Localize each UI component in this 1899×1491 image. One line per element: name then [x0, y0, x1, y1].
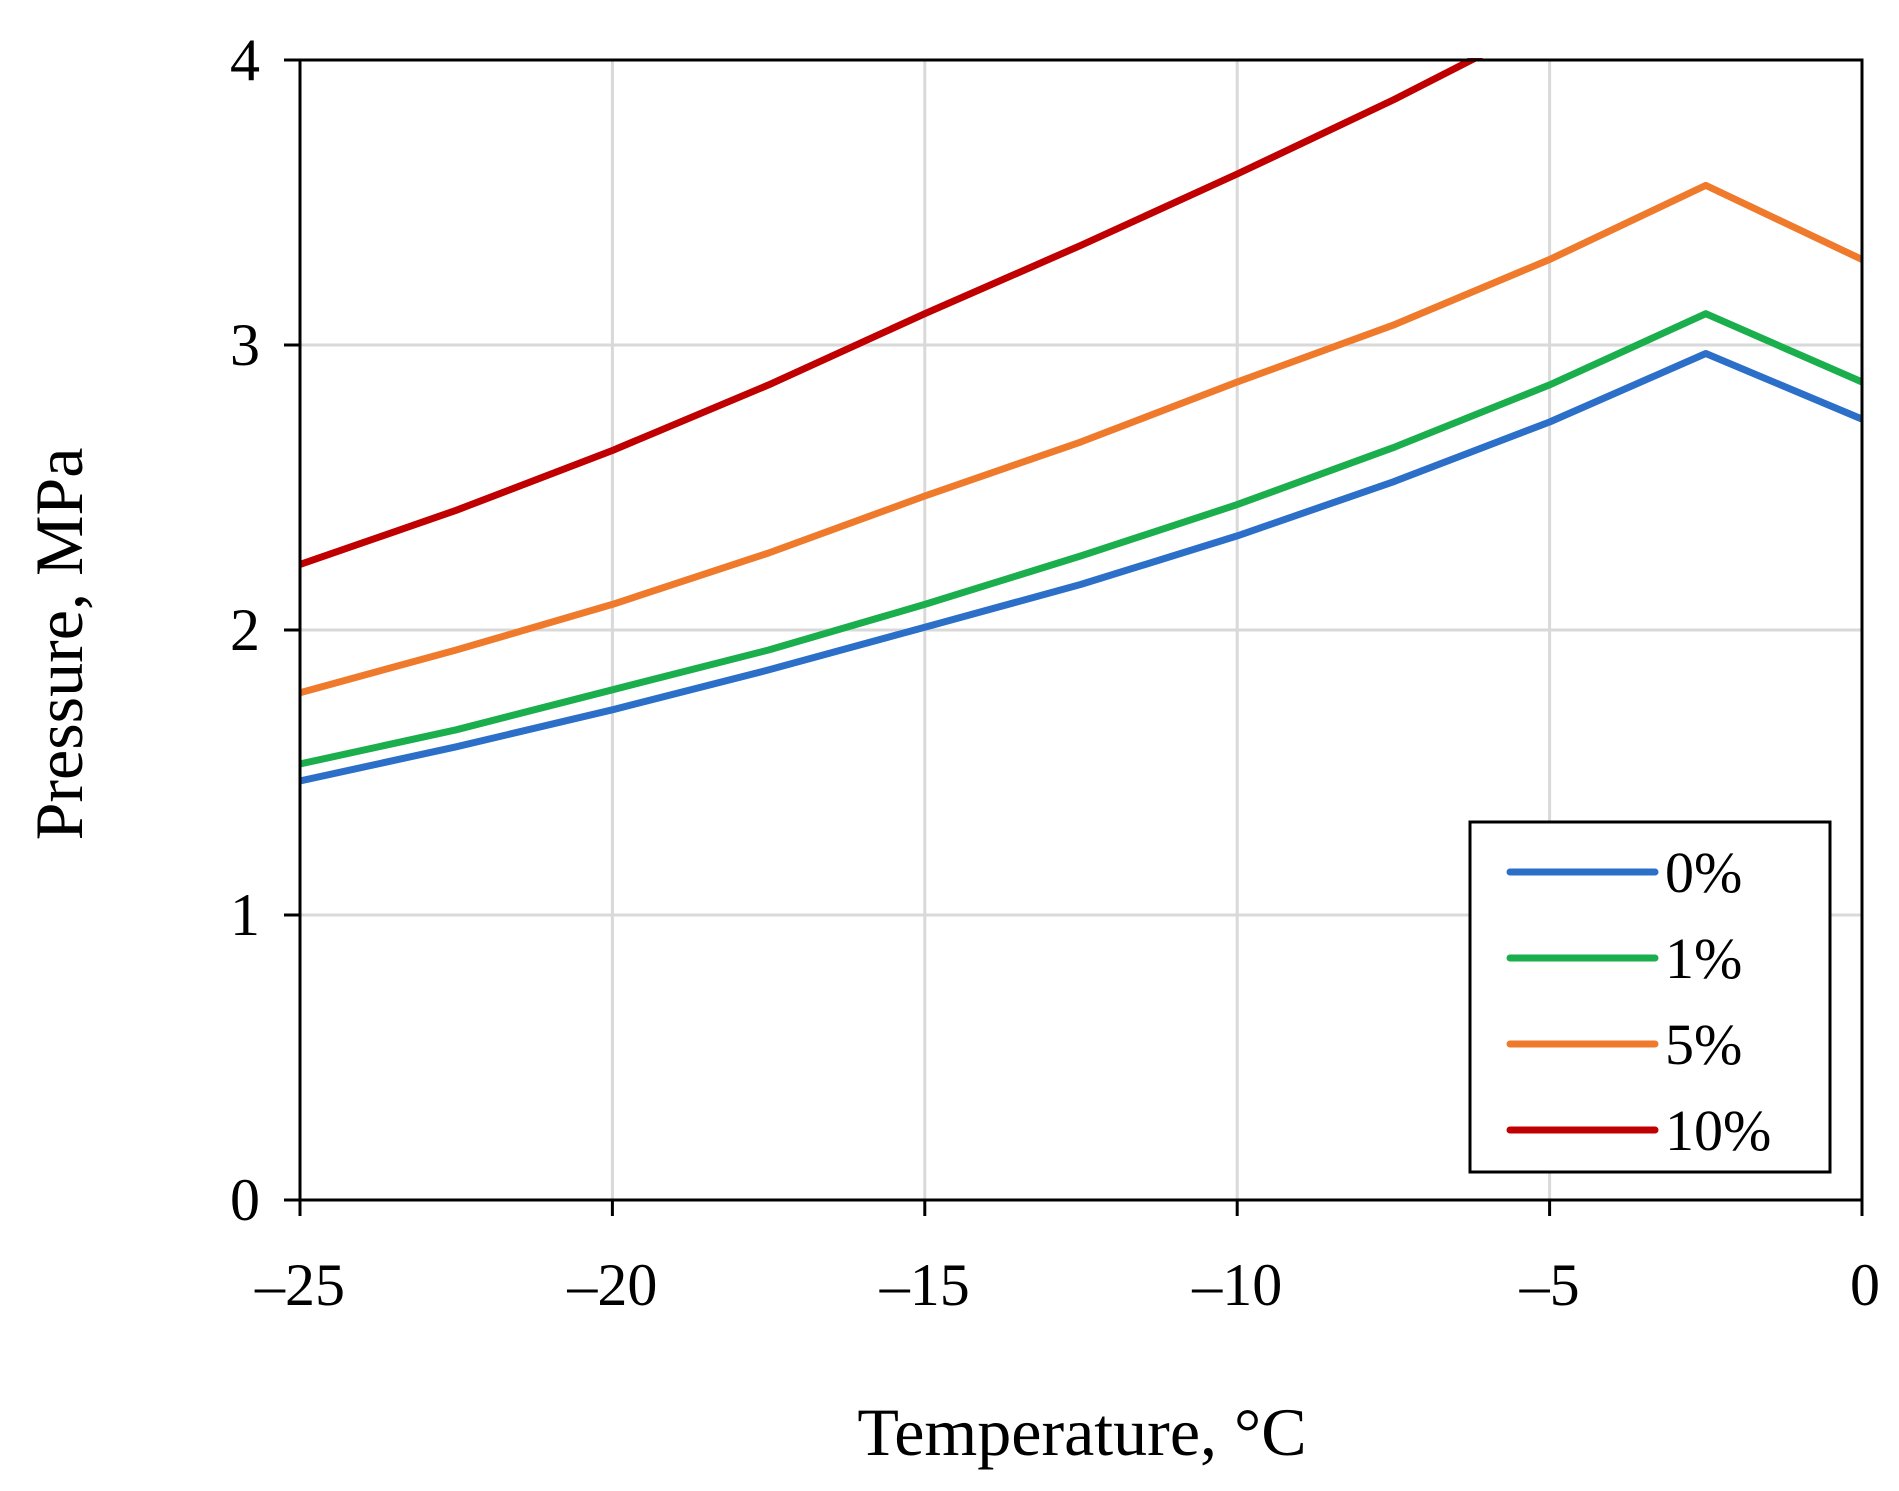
- y-tick-label-3: 3: [230, 312, 260, 378]
- x-axis-title: Temperature, °C: [857, 1394, 1306, 1470]
- series-line-5pct: [300, 181, 1862, 697]
- y-tick-label-1: 1: [230, 882, 260, 948]
- series-line-10pct: [300, 58, 1484, 568]
- x-tick-label-1: –20: [566, 1252, 657, 1318]
- series-line-0pct: [300, 350, 1862, 785]
- legend-label-10pct: 10%: [1665, 1098, 1771, 1163]
- y-tick-label-0: 0: [230, 1167, 260, 1233]
- x-tick-label-2: –15: [879, 1252, 970, 1318]
- y-axis-title: Pressure, MPa: [21, 448, 97, 841]
- x-tick-label-5: 0: [1850, 1252, 1880, 1318]
- x-tick-label-3: –10: [1191, 1252, 1282, 1318]
- series-lines: [300, 58, 1862, 785]
- legend-label-5pct: 5%: [1665, 1012, 1742, 1077]
- series-line-1pct: [300, 310, 1862, 768]
- legend: 0% 1% 5% 10%: [1468, 820, 1832, 1174]
- x-tick-label-4: –5: [1519, 1252, 1580, 1318]
- legend-label-0pct: 0%: [1665, 840, 1742, 905]
- tick-labels: 0 1 2 3 4 –25 –20 –15 –10 –5 0: [230, 27, 1880, 1318]
- axes: [284, 58, 1864, 1216]
- y-tick-label-4: 4: [230, 27, 260, 93]
- legend-label-1pct: 1%: [1665, 926, 1742, 991]
- legend-box: [1468, 820, 1832, 1174]
- x-tick-label-0: –25: [254, 1252, 345, 1318]
- y-tick-label-2: 2: [230, 597, 260, 663]
